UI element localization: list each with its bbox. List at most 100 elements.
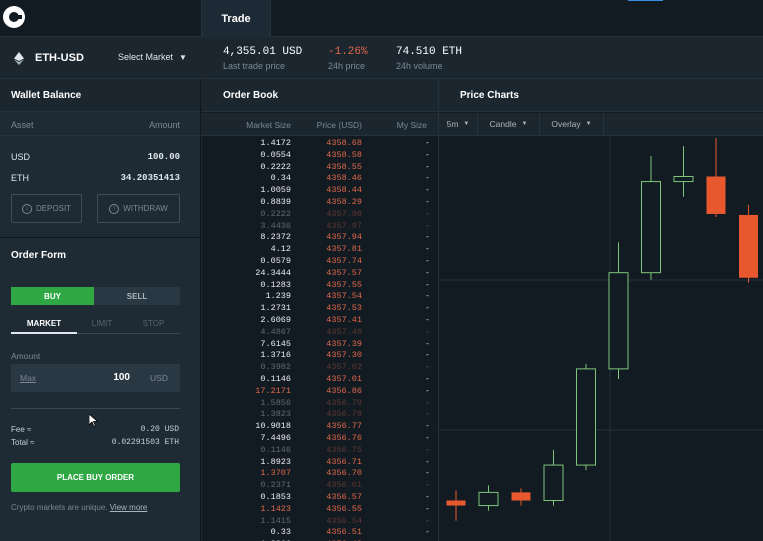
order-book-row[interactable]: 24.3444 4357.57 - bbox=[202, 268, 438, 279]
total-value: 0.02291503 ETH bbox=[111, 438, 179, 447]
order-book-row[interactable]: 1.1415 4356.54 - bbox=[202, 516, 438, 527]
row-market-size: 1.239 bbox=[265, 291, 291, 302]
row-my-size: - bbox=[425, 539, 430, 541]
order-book-row[interactable]: 4.4867 4357.40 - bbox=[202, 327, 438, 338]
order-book-row[interactable]: 1.5856 4356.79 - bbox=[202, 398, 438, 409]
row-my-size: - bbox=[424, 492, 430, 502]
row-price: 4356.55 bbox=[326, 503, 362, 514]
order-book-row[interactable]: 0.0579 4357.74 - bbox=[202, 256, 438, 267]
row-market-size: 0.0579 bbox=[260, 256, 291, 266]
order-book-row[interactable]: 0.33 4356.51 - bbox=[202, 527, 438, 538]
order-book-row[interactable]: 1.2731 4357.53 - bbox=[202, 303, 438, 314]
row-price: 4358.58 bbox=[326, 149, 362, 160]
row-my-size: - bbox=[424, 338, 430, 349]
amount-value[interactable]: 100 bbox=[113, 372, 130, 383]
order-book-row[interactable]: 1.8366 4356.49 - bbox=[202, 539, 438, 541]
order-book-row[interactable]: 3.4436 4357.97 - bbox=[202, 221, 438, 232]
row-my-size: - bbox=[424, 515, 430, 526]
row-market-size: 1.3823 bbox=[260, 409, 291, 420]
row-price: 4357.02 bbox=[326, 362, 362, 373]
order-book-row[interactable]: 0.34 4358.46 - bbox=[202, 173, 438, 184]
limit-order-tab[interactable]: LIMIT bbox=[91, 319, 113, 328]
order-book-row[interactable]: 1.3716 4357.30 - bbox=[202, 350, 438, 361]
order-form-title: Order Form bbox=[11, 250, 67, 261]
row-price: 4357.01 bbox=[326, 374, 362, 384]
order-book-row[interactable]: 2.6069 4357.41 - bbox=[202, 315, 438, 326]
row-market-size: 0.1146 bbox=[260, 374, 291, 384]
eth-icon bbox=[14, 52, 24, 70]
row-market-size: 0.1146 bbox=[260, 444, 291, 455]
stop-order-tab[interactable]: STOP bbox=[142, 319, 165, 328]
select-market-dropdown[interactable]: Select Market ▼ bbox=[118, 52, 187, 62]
interval-dropdown[interactable]: 5m ▼ bbox=[439, 113, 478, 135]
row-market-size: 0.1283 bbox=[260, 279, 291, 290]
order-book-row[interactable]: 8.2372 4357.94 - bbox=[202, 232, 438, 243]
chevron-down-icon: ▼ bbox=[179, 52, 187, 62]
row-my-size: - bbox=[424, 279, 430, 290]
row-my-size: - bbox=[424, 173, 430, 184]
order-book-row[interactable]: 0.2222 4358.55 - bbox=[202, 162, 438, 173]
order-book-row[interactable]: 0.0554 4358.58 - bbox=[202, 150, 438, 161]
order-book-row[interactable]: 0.2222 4357.98 - bbox=[202, 209, 438, 220]
coinbase-logo-icon[interactable] bbox=[3, 6, 25, 28]
withdraw-button[interactable]: ↑ WITHDRAW bbox=[97, 194, 180, 223]
order-book-row[interactable]: 4.12 4357.81 - bbox=[202, 244, 438, 255]
sell-tab[interactable]: SELL bbox=[94, 287, 180, 305]
row-market-size: 4.12 bbox=[270, 244, 291, 255]
chart-type-dropdown[interactable]: Candle ▼ bbox=[478, 113, 540, 135]
candlestick-chart[interactable] bbox=[439, 136, 763, 541]
order-book-row[interactable]: 7.6145 4357.39 - bbox=[202, 339, 438, 350]
order-book-row[interactable]: 1.1423 4356.55 - bbox=[202, 504, 438, 515]
order-book-row[interactable]: 1.239 4357.54 - bbox=[202, 291, 438, 302]
order-book-row[interactable]: 1.3707 4356.70 - bbox=[202, 468, 438, 479]
order-book-row[interactable]: 1.8923 4356.71 - bbox=[202, 457, 438, 468]
row-price: 4356.78 bbox=[326, 409, 362, 420]
order-book-row[interactable]: 1.3823 4356.78 - bbox=[202, 409, 438, 420]
order-book-row[interactable]: 10.9018 4356.77 - bbox=[202, 421, 438, 432]
buy-tab[interactable]: BUY bbox=[11, 287, 94, 305]
upload-icon: ↑ bbox=[109, 203, 120, 214]
order-book-row[interactable]: 0.1283 4357.55 - bbox=[202, 280, 438, 291]
amount-label: Amount bbox=[11, 351, 41, 361]
candle-body bbox=[511, 492, 531, 501]
row-market-size: 1.5856 bbox=[260, 397, 291, 408]
volume: 74.510 ETH bbox=[396, 46, 463, 58]
market-order-tab[interactable]: MARKET bbox=[26, 319, 62, 328]
mouse-cursor-icon bbox=[88, 413, 99, 432]
overlay-dropdown[interactable]: Overlay ▼ bbox=[540, 113, 604, 135]
last-price-label: Last trade price bbox=[223, 61, 286, 71]
row-price: 4357.98 bbox=[326, 208, 362, 219]
row-market-size: 3.4436 bbox=[260, 220, 291, 231]
order-book-row[interactable]: 0.3982 4357.02 - bbox=[202, 362, 438, 373]
order-book-row[interactable]: 0.1853 4356.57 - bbox=[202, 492, 438, 503]
row-market-size: 1.0059 bbox=[260, 185, 291, 196]
tab-trade[interactable]: Trade bbox=[201, 0, 271, 37]
order-book-row[interactable]: 1.0059 4358.44 - bbox=[202, 185, 438, 196]
candle-body bbox=[706, 176, 726, 214]
row-price: 4356.79 bbox=[326, 397, 362, 408]
order-book-row[interactable]: 17.2171 4356.86 - bbox=[202, 386, 438, 397]
max-link[interactable]: Max bbox=[20, 373, 37, 383]
row-my-size: - bbox=[424, 256, 430, 266]
deposit-button[interactable]: ↓ DEPOSIT bbox=[11, 194, 82, 223]
view-more-link[interactable]: View more bbox=[109, 503, 148, 512]
select-market-label: Select Market bbox=[118, 52, 174, 62]
deposit-label: DEPOSIT bbox=[35, 204, 72, 213]
order-book-row[interactable]: 7.4496 4356.76 - bbox=[202, 433, 438, 444]
row-my-size: - bbox=[424, 315, 430, 325]
total-label: Total ≈ bbox=[11, 438, 35, 447]
row-my-size: - bbox=[424, 326, 430, 337]
order-book-row[interactable]: 0.2371 4356.61 - bbox=[202, 480, 438, 491]
row-my-size: - bbox=[424, 468, 430, 479]
row-market-size: 0.2371 bbox=[260, 480, 291, 491]
row-market-size: 0.34 bbox=[270, 173, 291, 184]
order-book-row[interactable]: 0.8839 4358.29 - bbox=[202, 197, 438, 208]
row-price: 4356.49 bbox=[326, 539, 362, 541]
order-book-row[interactable]: 0.1146 4356.75 - bbox=[202, 445, 438, 456]
row-price: 4357.57 bbox=[326, 267, 362, 278]
place-buy-order-button[interactable]: PLACE BUY ORDER bbox=[11, 463, 180, 492]
order-book-row[interactable]: 1.4172 4358.68 - bbox=[202, 138, 438, 149]
order-book-row[interactable]: 0.1146 4357.01 - bbox=[202, 374, 438, 385]
amount-input[interactable]: Max 100 USD bbox=[11, 364, 180, 392]
row-my-size: - bbox=[424, 362, 430, 373]
